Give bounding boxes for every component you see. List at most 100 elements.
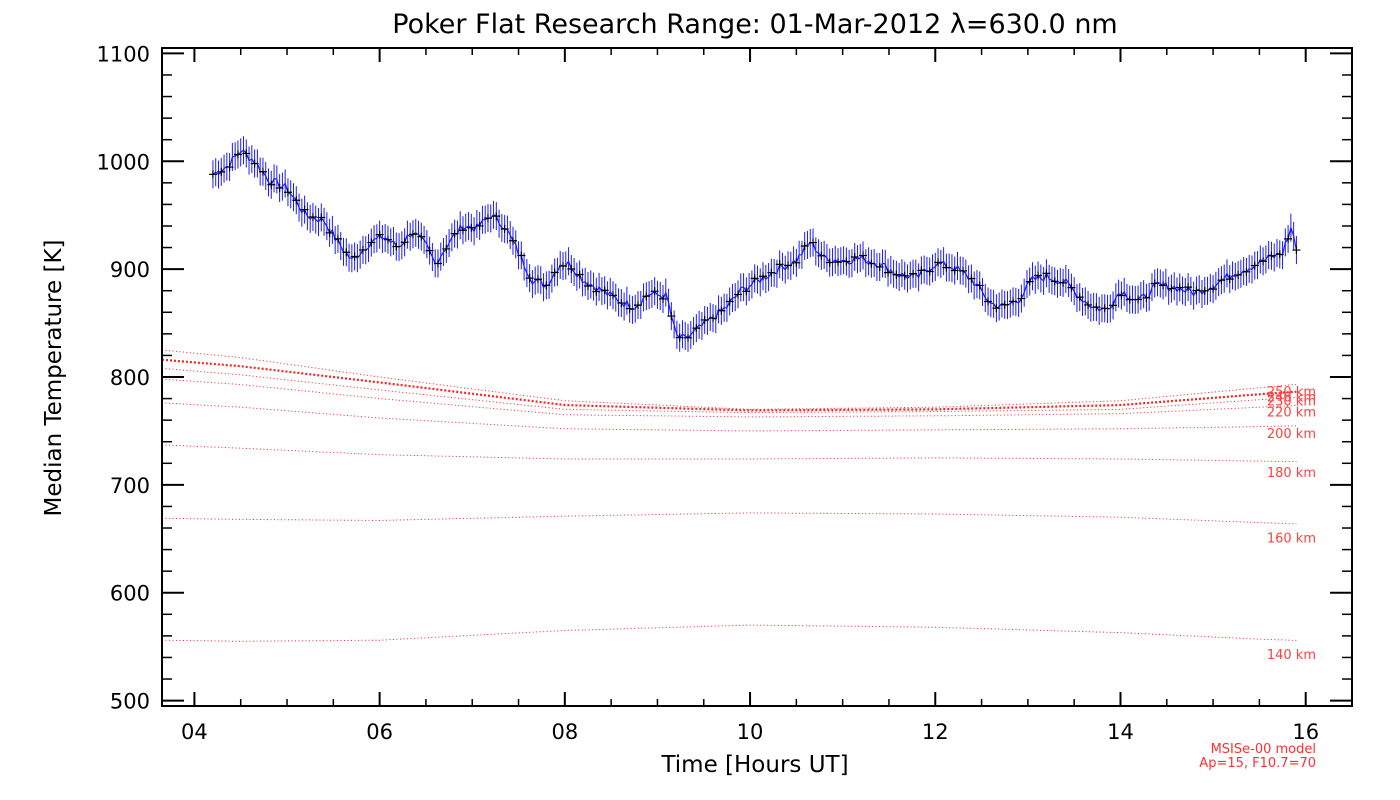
x-tick-label: 04 (181, 720, 208, 744)
y-tick-label: 500 (110, 690, 150, 714)
chart-title: Poker Flat Research Range: 01-Mar-2012 λ… (392, 9, 1117, 40)
data-point (709, 314, 718, 323)
data-point (558, 262, 567, 271)
data-point (809, 238, 818, 247)
data-point (392, 242, 401, 251)
data-point (817, 251, 826, 260)
data-point (967, 274, 976, 283)
data-point (317, 213, 326, 222)
x-tick-label: 10 (737, 720, 764, 744)
data-point (1100, 304, 1109, 313)
data-point (892, 270, 901, 279)
data-point (550, 268, 559, 277)
x-tick-label: 08 (551, 720, 578, 744)
data-point (333, 234, 342, 243)
data-point (1117, 291, 1126, 300)
model-line-200-km (161, 402, 1297, 432)
model-line-230-km (161, 367, 1297, 414)
data-point (250, 159, 259, 168)
model-line-220-km (161, 378, 1297, 418)
data-point (233, 150, 242, 159)
data-point (1209, 285, 1218, 294)
data-point (734, 290, 743, 299)
data-point (383, 235, 392, 244)
data-point (917, 266, 926, 275)
y-axis-label: Median Temperature [K] (41, 240, 67, 517)
data-point (600, 286, 609, 295)
data-point (675, 333, 684, 342)
data-point (458, 226, 467, 235)
model-line-240-km (161, 358, 1297, 412)
data-point (283, 188, 292, 197)
data-point (725, 297, 734, 306)
data-point (617, 299, 626, 308)
data-point (1025, 277, 1034, 286)
data-point (1092, 303, 1101, 312)
data-point (975, 281, 984, 290)
data-point (959, 266, 968, 275)
model-label: 230 km (1267, 395, 1316, 410)
data-point (308, 212, 317, 221)
data-point (1084, 300, 1093, 309)
data-point (325, 228, 334, 237)
data-point (792, 258, 801, 267)
data-point (1167, 284, 1176, 293)
data-point (1175, 283, 1184, 292)
data-point (442, 244, 451, 253)
data-point (1242, 267, 1251, 276)
x-tick-label: 06 (366, 720, 393, 744)
data-point (1142, 293, 1151, 302)
data-point (667, 312, 676, 321)
data-point (625, 304, 634, 313)
data-point (992, 304, 1001, 313)
data-point (684, 333, 693, 342)
data-point (1134, 295, 1143, 304)
data-point (242, 149, 251, 158)
data-point (742, 287, 751, 296)
y-tick-label: 1100 (97, 42, 150, 66)
data-point (659, 294, 668, 303)
model-label: 200 km (1267, 427, 1316, 442)
data-point (825, 258, 834, 267)
data-point (1292, 246, 1301, 255)
data-point (517, 251, 526, 260)
model-line-160-km (161, 512, 1297, 525)
data-point (767, 268, 776, 277)
data-point (850, 253, 859, 262)
model-line-250-km (161, 349, 1297, 410)
data-point (867, 259, 876, 268)
data-point (1259, 257, 1268, 266)
data-point (492, 212, 501, 221)
model-label: 160 km (1267, 532, 1316, 547)
y-tick-label: 600 (110, 582, 150, 606)
data-point (950, 266, 959, 275)
data-point (1284, 234, 1293, 243)
data-point (483, 214, 492, 223)
data-point (1200, 286, 1209, 295)
x-tick-label: 14 (1107, 720, 1134, 744)
data-point (775, 260, 784, 269)
y-tick-label: 1000 (97, 150, 150, 174)
data-point (909, 269, 918, 278)
data-point (1192, 286, 1201, 295)
data-point (700, 315, 709, 324)
model-lines (161, 349, 1297, 642)
y-tick-label: 900 (110, 258, 150, 282)
data-point (592, 287, 601, 296)
data-point (533, 275, 542, 284)
data-point (1217, 276, 1226, 285)
y-tick-label: 700 (110, 474, 150, 498)
data-point (450, 229, 459, 238)
data-point (1125, 295, 1134, 304)
data-point (1234, 270, 1243, 279)
model-line-140-km (161, 624, 1297, 642)
data-point (275, 184, 284, 193)
data-point (1184, 283, 1193, 292)
data-point (759, 272, 768, 281)
model-label: 240 km (1267, 390, 1316, 405)
data-point (425, 246, 434, 255)
data-point (1009, 297, 1018, 306)
data-point (400, 238, 409, 247)
